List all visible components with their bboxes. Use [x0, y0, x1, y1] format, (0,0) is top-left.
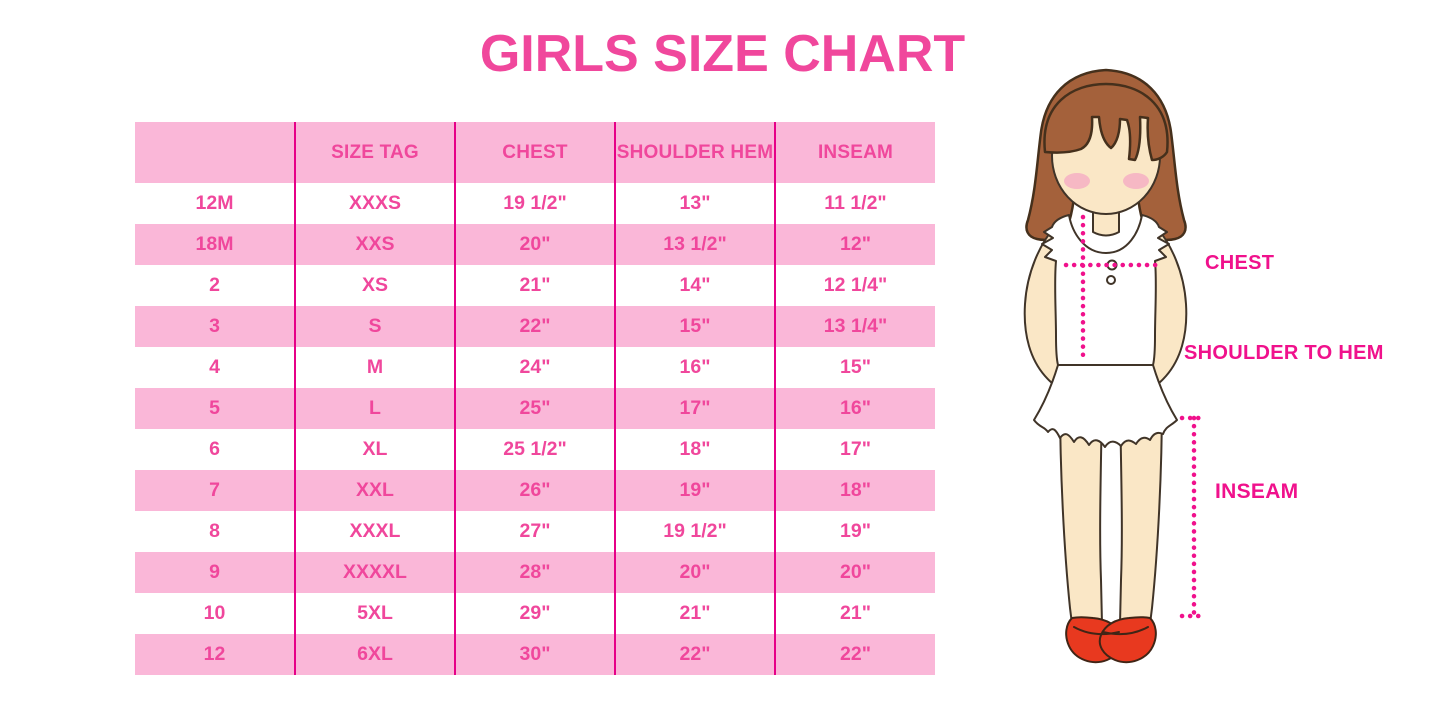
- table-header-row: SIZE TAG CHEST SHOULDER HEM INSEAM: [135, 122, 935, 183]
- table-row: 12M XXXS 19 1/2" 13" 11 1/2": [135, 183, 935, 224]
- size-cell: 2: [209, 274, 220, 296]
- measurement-cell: 20": [774, 552, 935, 593]
- right-leg: [1119, 399, 1163, 625]
- measurement-cell: 20": [614, 552, 775, 593]
- blush-right-icon: [1123, 173, 1149, 189]
- measurement-cell: 19": [774, 511, 935, 552]
- measurement-cell: 21": [454, 265, 615, 306]
- measurement-cell: 27": [454, 511, 615, 552]
- measurement-cell: 18": [614, 429, 775, 470]
- size-cell: 6: [209, 438, 220, 460]
- blush-left-icon: [1064, 173, 1090, 189]
- table-row: 3 S 22" 15" 13 1/4": [135, 306, 935, 347]
- measurement-cell: 25 1/2": [454, 429, 615, 470]
- table-row: 6 XL 25 1/2" 18" 17": [135, 429, 935, 470]
- right-shoe-strap: [1102, 626, 1149, 636]
- measurement-cell: 19 1/2": [614, 511, 775, 552]
- measurement-cell: XL: [294, 429, 455, 470]
- measurement-cell: 11 1/2": [774, 183, 935, 224]
- left-shoe-strap: [1073, 626, 1120, 636]
- shoulder-to-hem-label: SHOULDER TO HEM: [1184, 342, 1384, 364]
- size-cell: 5: [135, 388, 295, 429]
- header-cell-inseam: INSEAM: [774, 122, 935, 183]
- size-cell: 12M: [195, 192, 234, 214]
- measurement-cell: 12 1/4": [774, 265, 935, 306]
- measurement-cell: 12": [774, 224, 935, 265]
- page-title: GIRLS SIZE CHART: [479, 25, 966, 83]
- measurement-cell: M: [294, 347, 455, 388]
- size-cell: 7: [135, 470, 295, 511]
- size-chart-table: SIZE TAG CHEST SHOULDER HEM INSEAM 12M XX…: [135, 122, 935, 675]
- measurement-cell: 25": [454, 388, 615, 429]
- table-row: 2 XS 21" 14" 12 1/4": [135, 265, 935, 306]
- measurement-cell: 19 1/2": [454, 183, 615, 224]
- measurement-cell: 6XL: [294, 634, 455, 675]
- measurement-cell: 13": [614, 183, 775, 224]
- measurement-cell: XXL: [294, 470, 455, 511]
- inseam-label: INSEAM: [1215, 480, 1299, 503]
- header-cell-chest: CHEST: [454, 122, 615, 183]
- measurement-cell: 20": [454, 224, 615, 265]
- measurement-cell: 22": [774, 634, 935, 675]
- measurement-cell: 18": [774, 470, 935, 511]
- measurement-cell: XXXL: [294, 511, 455, 552]
- table-row: 12 6XL 30" 22" 22": [135, 634, 935, 675]
- table-row: 7 XXL 26" 19" 18": [135, 470, 935, 511]
- measurement-cell: 17": [614, 388, 775, 429]
- header-cell-shoulder-hem: SHOULDER HEM: [614, 122, 775, 183]
- measurement-cell: XXXXL: [294, 552, 455, 593]
- size-cell: 12: [135, 634, 295, 675]
- measurement-cell: 22": [454, 306, 615, 347]
- size-cell: 18M: [135, 224, 295, 265]
- button-bottom-icon: [1106, 275, 1116, 285]
- measurement-cell: 24": [454, 347, 615, 388]
- table-row: 4 M 24" 16" 15": [135, 347, 935, 388]
- measurement-cell: 15": [774, 347, 935, 388]
- measurement-cell: 13 1/4": [774, 306, 935, 347]
- girl-measurement-illustration: [990, 60, 1445, 723]
- measurement-cell: 22": [614, 634, 775, 675]
- size-cell: 8: [209, 520, 220, 542]
- measurement-cell: 14": [614, 265, 775, 306]
- measurement-cell: 13 1/2": [614, 224, 775, 265]
- size-cell: 3: [135, 306, 295, 347]
- measurement-cell: 15": [614, 306, 775, 347]
- size-cell: 10: [203, 602, 226, 624]
- dress-skirt: [1033, 364, 1178, 448]
- table-row: 10 5XL 29" 21" 21": [135, 593, 935, 634]
- header-cell-size-tag: SIZE TAG: [294, 122, 455, 183]
- dress-bodice: [1041, 214, 1170, 366]
- measurement-cell: 26": [454, 470, 615, 511]
- measurement-cell: 19": [614, 470, 775, 511]
- table-row: 8 XXXL 27" 19 1/2" 19": [135, 511, 935, 552]
- measurement-cell: 16": [614, 347, 775, 388]
- hair-bangs: [1043, 82, 1169, 162]
- table-row: 18M XXS 20" 13 1/2" 12": [135, 224, 935, 265]
- header-cell-blank: [135, 122, 295, 183]
- measurement-cell: 5XL: [294, 593, 455, 634]
- measurement-cell: 21": [774, 593, 935, 634]
- measurement-cell: 28": [454, 552, 615, 593]
- measurement-cell: XXS: [294, 224, 455, 265]
- measurement-cell: 30": [454, 634, 615, 675]
- table-row: 9 XXXXL 28" 20" 20": [135, 552, 935, 593]
- size-cell: 4: [209, 356, 220, 378]
- size-cell: 9: [135, 552, 295, 593]
- right-shoe: [1098, 616, 1157, 664]
- measurement-cell: 17": [774, 429, 935, 470]
- chest-label: CHEST: [1205, 252, 1275, 274]
- measurement-cell: 21": [614, 593, 775, 634]
- size-table-body: 12M XXXS 19 1/2" 13" 11 1/2" 18M XXS 20" 13 1/2"…: [135, 183, 935, 675]
- table-row: 5 L 25" 17" 16": [135, 388, 935, 429]
- measurement-cell: 16": [774, 388, 935, 429]
- measurement-cell: 29": [454, 593, 615, 634]
- measurement-cell: XS: [294, 265, 455, 306]
- measurement-cell: L: [294, 388, 455, 429]
- measurement-cell: XXXS: [294, 183, 455, 224]
- measurement-cell: S: [294, 306, 455, 347]
